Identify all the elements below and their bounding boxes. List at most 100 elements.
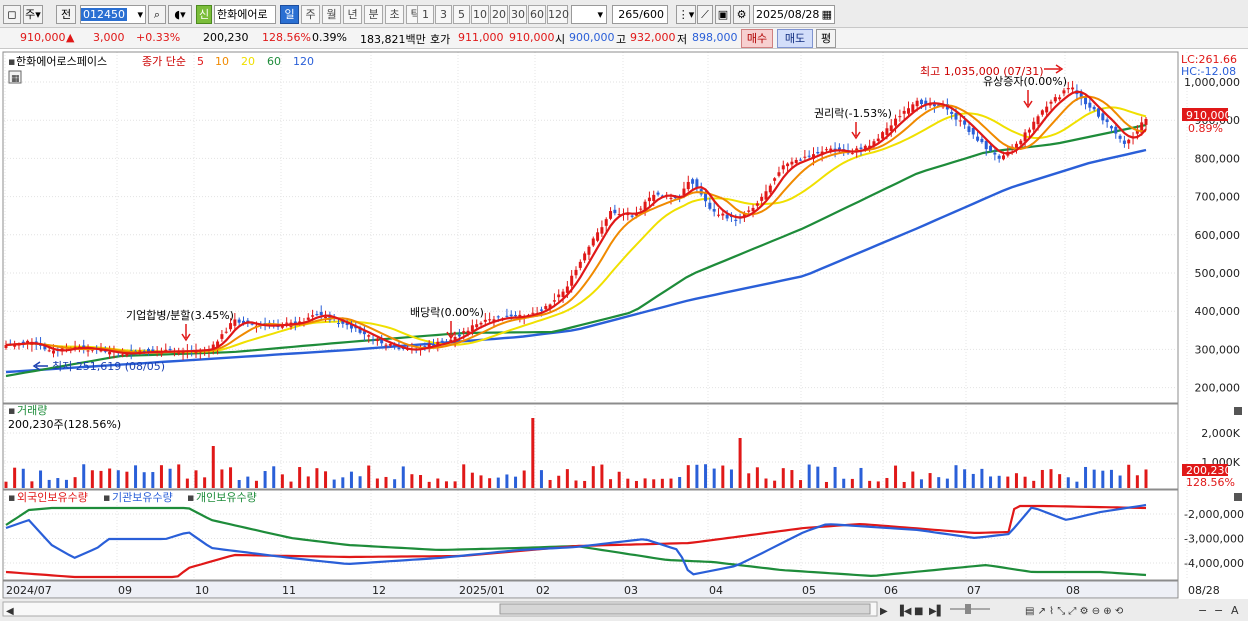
gear-icon[interactable]: ⚙: [733, 5, 750, 24]
stock-code-input[interactable]: 012450 ▾: [80, 5, 146, 24]
volume-bar: [997, 475, 1001, 488]
volume-bar: [600, 464, 604, 488]
candle-body: [919, 99, 923, 104]
volume-bar: [824, 481, 828, 488]
candle-body: [591, 238, 595, 246]
down-arrow-icon: [851, 122, 861, 140]
play-forward-icon[interactable]: ▶▌: [929, 604, 944, 617]
save-icon[interactable]: ▣: [715, 5, 731, 24]
price-value: 910,000: [20, 31, 66, 44]
interval-60[interactable]: 60: [528, 5, 546, 24]
x-label-4: 12: [372, 584, 386, 597]
eval-button[interactable]: 평: [816, 29, 836, 48]
volume-bar: [1023, 476, 1027, 488]
interval-10[interactable]: 10: [471, 5, 489, 24]
scroll-right-icon[interactable]: ▶: [880, 606, 888, 617]
candle-body: [1118, 135, 1122, 139]
count-total: /600: [639, 8, 664, 21]
zoom-in-icon[interactable]: −: [1214, 604, 1223, 617]
stock-name-field[interactable]: 한화에어로: [214, 5, 276, 24]
candle-body: [604, 219, 608, 226]
x-label-8: 04: [709, 584, 723, 597]
volume-value-tag-text: 200,230: [1186, 464, 1232, 477]
interval-3[interactable]: 3: [435, 5, 452, 24]
interval-30[interactable]: 30: [509, 5, 527, 24]
x-label-5: 2025/01: [459, 584, 505, 597]
volume-bar: [833, 466, 837, 488]
play-back-icon[interactable]: ▐◀: [896, 604, 912, 617]
timeframe-0[interactable]: 일: [280, 5, 299, 24]
table-icon[interactable]: [8, 70, 22, 84]
candle-body: [1071, 87, 1075, 90]
timeframe-3[interactable]: 년: [343, 5, 362, 24]
interval-120[interactable]: 120: [547, 5, 569, 24]
candle-body: [764, 191, 768, 200]
candle-body: [1079, 91, 1083, 99]
line-tool-icon[interactable]: ⟋: [697, 5, 713, 24]
close-icon[interactable]: [1234, 407, 1242, 415]
quote-bar: 910,000 ▲ 3,000 +0.33% 200,230 128.56% 0…: [0, 28, 1248, 49]
timeframe-4[interactable]: 분: [364, 5, 383, 24]
candle-body: [626, 213, 630, 216]
candle-body: [984, 140, 988, 150]
candle-body: [790, 161, 794, 165]
drawing-tools-icon[interactable]: ▤ ↗ ⌇ ⤡ ⤢ ⚙ ⊖ ⊕ ⟲: [1025, 606, 1124, 617]
candle-body: [466, 330, 470, 334]
speaker-icon[interactable]: ◖▾: [168, 5, 192, 24]
volume-bar: [168, 468, 172, 488]
volume-bar: [324, 471, 328, 488]
volume-bar: [1092, 469, 1096, 488]
calendar-icon[interactable]: ▦: [821, 8, 832, 21]
candle-body: [211, 344, 215, 351]
zoom-out-icon[interactable]: −: [1198, 604, 1207, 617]
volume-bar: [64, 479, 68, 488]
search-icon[interactable]: ⌕: [148, 5, 166, 24]
buy-button[interactable]: 매수: [741, 29, 773, 48]
candle-body: [375, 338, 379, 342]
x-label-11: 07: [967, 584, 981, 597]
interval-5[interactable]: 5: [453, 5, 470, 24]
candle-body: [721, 213, 725, 216]
timeframe-1[interactable]: 주: [301, 5, 320, 24]
volume-bar: [1040, 469, 1044, 488]
scroll-left-icon[interactable]: ◀: [6, 606, 14, 617]
dropdown-arrow-icon[interactable]: ▾: [137, 8, 143, 21]
volume-bar: [911, 471, 915, 488]
close-icon[interactable]: [1234, 493, 1242, 501]
timeframe-2[interactable]: 월: [322, 5, 341, 24]
interval-custom-select[interactable]: ▾: [571, 5, 607, 24]
volume-bar: [980, 468, 984, 488]
candle-body: [647, 197, 651, 202]
annotation-high: 최고 1,035,000 (07/31): [920, 64, 1064, 78]
volume-bar: [401, 466, 405, 488]
volume-bar: [220, 469, 224, 488]
zoom-slider-thumb[interactable]: [965, 604, 971, 614]
scrollbar-thumb[interactable]: [499, 603, 871, 615]
period-select[interactable]: 주▾: [23, 5, 43, 24]
candle-body: [829, 148, 833, 152]
prev-button[interactable]: 전: [56, 5, 76, 24]
timeframe-5[interactable]: 초: [385, 5, 404, 24]
sell-button[interactable]: 매도: [777, 29, 813, 48]
candle-body: [345, 322, 349, 326]
down-arrow-icon: [181, 324, 191, 342]
candle-body: [462, 331, 466, 333]
menu-dot-icon: ▪: [8, 404, 15, 417]
volume-bar: [211, 446, 215, 488]
indicator-icon[interactable]: ⋮▾: [676, 5, 696, 24]
date-field[interactable]: 2025/08/28 ▦: [753, 5, 835, 24]
volume-bar: [134, 465, 138, 488]
candle-body: [324, 316, 328, 319]
window-menu-icon[interactable]: ◻: [3, 5, 21, 24]
stock-code-value: 012450: [81, 8, 127, 21]
stop-icon[interactable]: ■: [914, 606, 923, 617]
candle-body: [932, 104, 936, 107]
data-count-field[interactable]: 265/600: [612, 5, 668, 24]
interval-20[interactable]: 20: [490, 5, 508, 24]
interval-1[interactable]: 1: [417, 5, 434, 24]
candle-body: [578, 261, 582, 268]
volume-bar: [902, 481, 906, 488]
font-size-icon[interactable]: A: [1231, 604, 1239, 617]
candle-body: [889, 125, 893, 131]
